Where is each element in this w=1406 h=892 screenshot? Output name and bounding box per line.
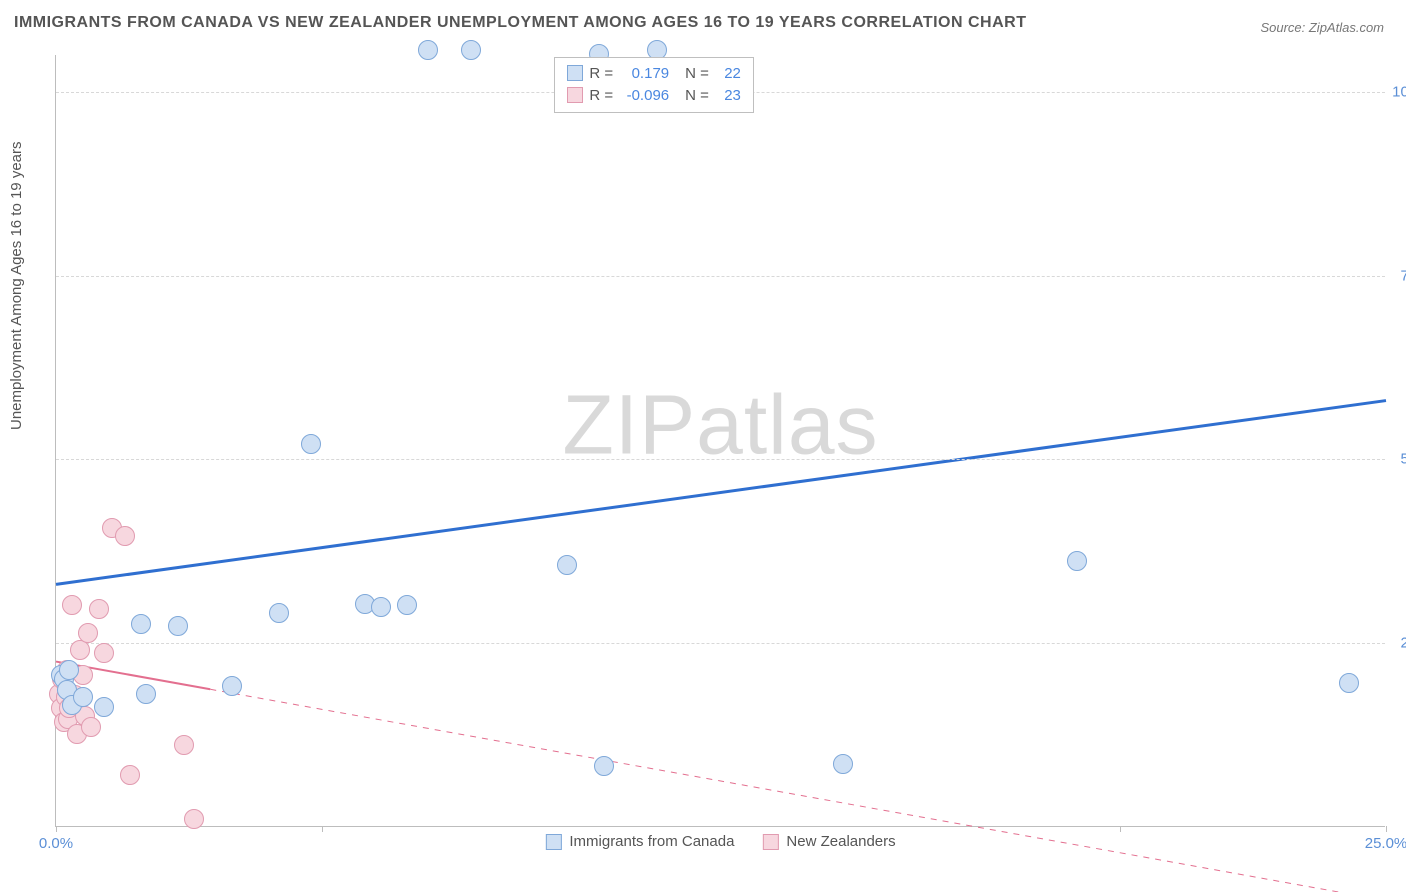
- chart-plot-area: ZIPatlas 25.0%50.0%75.0%100.0%0.0%25.0%R…: [55, 55, 1385, 827]
- scatter-point-canada: [168, 616, 188, 636]
- scatter-point-canada: [131, 614, 151, 634]
- x-tick: [1120, 826, 1121, 832]
- scatter-point-nz: [62, 595, 82, 615]
- stats-r-value: -0.096: [619, 87, 669, 104]
- gridline-h: [56, 459, 1385, 460]
- stats-n-label: N =: [685, 87, 709, 104]
- scatter-point-canada: [397, 595, 417, 615]
- y-tick-label: 100.0%: [1392, 83, 1406, 100]
- chart-title: IMMIGRANTS FROM CANADA VS NEW ZEALANDER …: [14, 14, 1026, 32]
- scatter-point-nz: [115, 526, 135, 546]
- stats-r-label: R =: [589, 87, 613, 104]
- y-tick-label: 50.0%: [1400, 451, 1406, 468]
- legend-label: Immigrants from Canada: [569, 833, 734, 850]
- stats-r-label: R =: [589, 65, 613, 82]
- scatter-point-canada: [269, 603, 289, 623]
- stats-n-label: N =: [685, 65, 709, 82]
- scatter-point-canada: [301, 434, 321, 454]
- gridline-h: [56, 643, 1385, 644]
- scatter-point-canada: [833, 754, 853, 774]
- stats-row: R = -0.096 N = 23: [567, 84, 741, 106]
- scatter-point-canada: [418, 40, 438, 60]
- scatter-point-nz: [120, 765, 140, 785]
- x-tick: [322, 826, 323, 832]
- scatter-point-canada: [594, 756, 614, 776]
- gridline-h: [56, 276, 1385, 277]
- y-tick-label: 75.0%: [1400, 267, 1406, 284]
- scatter-point-canada: [222, 676, 242, 696]
- stats-n-value: 23: [715, 87, 741, 104]
- x-tick: [1386, 826, 1387, 832]
- scatter-point-canada: [461, 40, 481, 60]
- stats-row: R = 0.179 N = 22: [567, 62, 741, 84]
- trend-lines-layer: [56, 55, 1385, 826]
- legend-item: Immigrants from Canada: [545, 833, 734, 850]
- scatter-point-canada: [73, 687, 93, 707]
- scatter-point-nz: [89, 599, 109, 619]
- trend-line-canada: [56, 401, 1386, 585]
- stats-swatch-icon: [567, 87, 583, 103]
- source-attribution: Source: ZipAtlas.com: [1260, 20, 1384, 35]
- correlation-stats-box: R = 0.179 N = 22 R = -0.096 N = 23: [554, 57, 754, 113]
- scatter-point-nz: [94, 643, 114, 663]
- scatter-point-nz: [81, 717, 101, 737]
- scatter-point-canada: [94, 697, 114, 717]
- stats-r-value: 0.179: [619, 65, 669, 82]
- stats-n-value: 22: [715, 65, 741, 82]
- scatter-point-canada: [1339, 673, 1359, 693]
- scatter-point-canada: [371, 597, 391, 617]
- x-tick: [56, 826, 57, 832]
- legend-label: New Zealanders: [786, 833, 895, 850]
- legend-swatch-icon: [545, 834, 561, 850]
- bottom-legend: Immigrants from Canada New Zealanders: [545, 827, 895, 850]
- x-tick-label: 0.0%: [39, 835, 73, 852]
- scatter-point-canada: [136, 684, 156, 704]
- y-tick-label: 25.0%: [1400, 635, 1406, 652]
- scatter-point-canada: [1067, 551, 1087, 571]
- stats-swatch-icon: [567, 65, 583, 81]
- trend-line-nz-dashed: [210, 689, 1386, 892]
- scatter-point-nz: [174, 735, 194, 755]
- scatter-point-canada: [557, 555, 577, 575]
- scatter-point-nz: [184, 809, 204, 829]
- x-tick-label: 25.0%: [1365, 835, 1406, 852]
- y-axis-label: Unemployment Among Ages 16 to 19 years: [8, 141, 25, 430]
- legend-item: New Zealanders: [762, 833, 895, 850]
- scatter-point-nz: [78, 623, 98, 643]
- legend-swatch-icon: [762, 834, 778, 850]
- scatter-point-canada: [59, 660, 79, 680]
